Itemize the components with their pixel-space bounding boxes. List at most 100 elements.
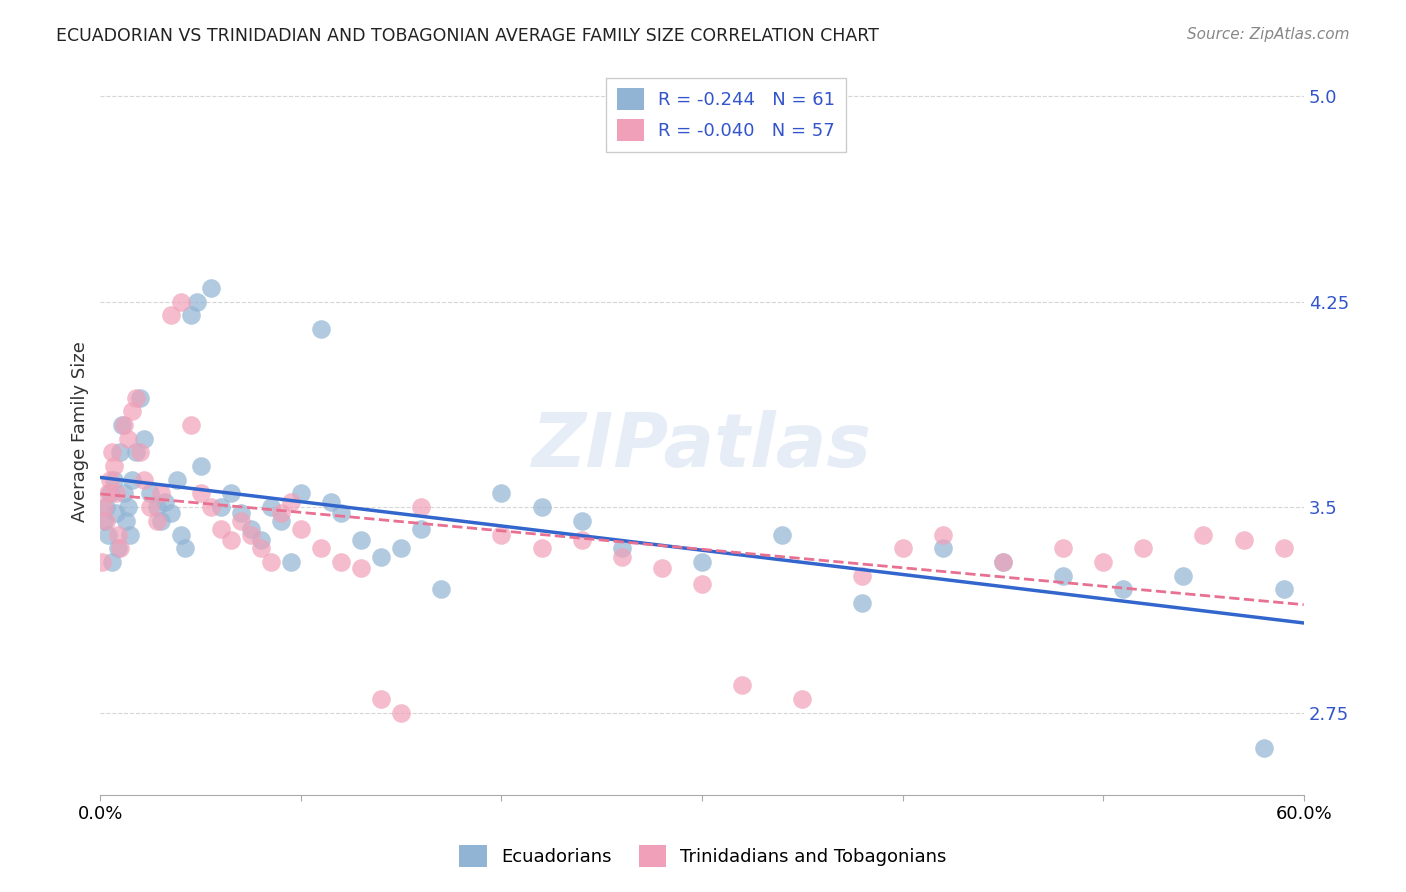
Point [491, 486, 513, 500]
Point [111, 417, 134, 432]
Point [792, 692, 814, 706]
Point [249, 541, 271, 556]
Point [239, 522, 262, 536]
Point [97, 486, 120, 500]
Point [200, 281, 222, 295]
Point [110, 541, 132, 556]
Point [107, 541, 129, 556]
Point [103, 473, 125, 487]
Point [239, 527, 262, 541]
Point [931, 541, 953, 556]
Point [145, 500, 167, 515]
Point [851, 568, 873, 582]
Point [280, 494, 302, 508]
Point [180, 308, 202, 322]
Point [125, 445, 148, 459]
Point [117, 432, 139, 446]
Point [770, 527, 793, 541]
Point [309, 322, 332, 336]
Point [112, 417, 135, 432]
Point [280, 555, 302, 569]
Point [101, 445, 124, 459]
Point [229, 506, 252, 520]
Point [96, 500, 118, 515]
Point [173, 541, 195, 556]
Point [121, 473, 143, 487]
Point [1192, 527, 1215, 541]
Point [350, 533, 373, 547]
Point [991, 555, 1014, 569]
Legend: Ecuadorians, Trinidadians and Tobagonians: Ecuadorians, Trinidadians and Tobagonian… [453, 838, 953, 874]
Point [145, 514, 167, 528]
Point [1132, 541, 1154, 556]
Point [159, 506, 181, 520]
Point [125, 391, 148, 405]
Point [330, 555, 353, 569]
Point [1052, 541, 1074, 556]
Text: ZIPatlas: ZIPatlas [531, 409, 872, 483]
Point [571, 514, 593, 528]
Point [991, 555, 1014, 569]
Point [190, 486, 212, 500]
Point [229, 514, 252, 528]
Point [411, 500, 433, 515]
Point [129, 445, 152, 459]
Point [159, 308, 181, 322]
Point [260, 500, 283, 515]
Point [270, 514, 292, 528]
Y-axis label: Average Family Size: Average Family Size [72, 342, 89, 522]
Point [1272, 582, 1295, 597]
Point [149, 486, 172, 500]
Point [139, 486, 162, 500]
Point [166, 473, 188, 487]
Point [149, 514, 172, 528]
Point [290, 522, 312, 536]
Point [1092, 555, 1115, 569]
Point [134, 473, 156, 487]
Point [93, 514, 115, 528]
Point [1173, 568, 1195, 582]
Point [1272, 541, 1295, 556]
Point [129, 391, 152, 405]
Point [134, 432, 156, 446]
Point [105, 506, 128, 520]
Point [112, 486, 135, 500]
Point [389, 706, 412, 720]
Point [851, 596, 873, 610]
Point [270, 506, 292, 520]
Point [169, 294, 191, 309]
Point [105, 486, 128, 500]
Point [610, 541, 633, 556]
Point [169, 527, 191, 541]
Text: ECUADORIAN VS TRINIDADIAN AND TOBAGONIAN AVERAGE FAMILY SIZE CORRELATION CHART: ECUADORIAN VS TRINIDADIAN AND TOBAGONIAN… [56, 27, 879, 45]
Point [186, 294, 208, 309]
Point [100, 486, 122, 500]
Point [891, 541, 914, 556]
Point [1112, 582, 1135, 597]
Point [1052, 568, 1074, 582]
Point [209, 522, 232, 536]
Point [260, 555, 283, 569]
Point [319, 494, 342, 508]
Point [190, 458, 212, 473]
Point [491, 527, 513, 541]
Point [110, 445, 132, 459]
Point [350, 560, 373, 574]
Point [430, 582, 453, 597]
Point [219, 533, 242, 547]
Point [107, 527, 129, 541]
Point [100, 473, 122, 487]
Point [101, 555, 124, 569]
Point [931, 527, 953, 541]
Point [103, 458, 125, 473]
Point [530, 541, 553, 556]
Point [370, 549, 392, 564]
Point [651, 560, 673, 574]
Point [1232, 533, 1254, 547]
Point [731, 678, 754, 692]
Point [115, 514, 138, 528]
Point [139, 500, 162, 515]
Point [309, 541, 332, 556]
Point [117, 500, 139, 515]
Legend: R = -0.244   N = 61, R = -0.040   N = 57: R = -0.244 N = 61, R = -0.040 N = 57 [606, 78, 846, 153]
